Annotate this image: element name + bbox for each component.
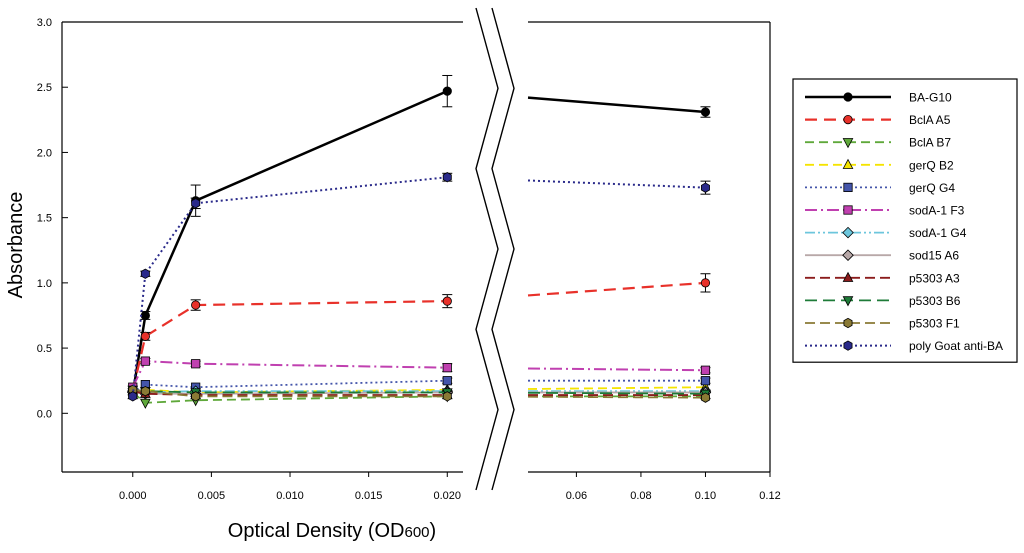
- data-point-bcla-a5: [191, 300, 201, 310]
- data-point-poly-goat-anti-ba: [442, 172, 452, 183]
- legend-label-poly-goat-anti-ba: poly Goat anti-BA: [909, 339, 1003, 353]
- data-point-bcla-a5: [700, 278, 711, 288]
- legend-label-ba-g10: BA-G10: [909, 91, 952, 105]
- data-point-bcla-a5: [140, 331, 150, 341]
- series-line-bcla-b7: [132, 391, 448, 404]
- series-line-soda-1-f3: [131, 360, 448, 388]
- x-axis: 0.000 0.005 0.010 0.015 0.020 0.06 0.08 0.10 0.1…: [119, 472, 781, 502]
- break-gap: [466, 0, 526, 500]
- legend-label-p5303-a3: p5303 A3: [909, 271, 960, 285]
- data-point-poly-goat-anti-ba: [128, 391, 138, 402]
- legend-label-soda-1-f3: sodA-1 F3: [909, 204, 965, 218]
- legend-marker-gerq-g4: [843, 182, 853, 192]
- x-tick-label: 0.08: [630, 490, 651, 502]
- x-tick-label: 0.020: [434, 490, 462, 502]
- break-zigzag-right: [491, 7, 515, 491]
- series-line-poly-goat-anti-ba-right: [527, 179, 706, 189]
- data-point-p5303-f1: [700, 392, 710, 403]
- series-line-p5303-f1: [132, 388, 448, 398]
- legend-marker-gerq-b2: [842, 158, 854, 169]
- x-axis-label: Optical Density (OD600): [228, 520, 436, 542]
- x-tick-label: 0.010: [276, 490, 304, 502]
- series-line-bcla-a5-right: [527, 281, 706, 297]
- y-tick-label: 0.5: [37, 343, 52, 355]
- data-point-bcla-a5: [442, 296, 452, 306]
- data-point-p5303-f1: [442, 391, 452, 402]
- data-point-ba-g10: [442, 86, 452, 96]
- data-point-p5303-f1: [191, 391, 201, 402]
- data-point-bcla-b7: [139, 398, 151, 409]
- legend-label-p5303-f1: p5303 F1: [909, 317, 960, 331]
- y-axis-label: Absorbance: [5, 192, 27, 299]
- data-point-poly-goat-anti-ba: [700, 182, 710, 193]
- series-lines-left-panel: [126, 74, 454, 409]
- series-line-poly-goat-anti-ba: [131, 176, 448, 397]
- y-tick-label: 2.5: [37, 82, 52, 94]
- legend-label-gerq-b2: gerQ B2: [909, 158, 954, 172]
- legend-marker-bcla-b7: [842, 138, 854, 149]
- series-lines-right-panel: [527, 96, 712, 403]
- legend-label-bcla-a5: BclA A5: [909, 113, 951, 127]
- legend-label-p5303-b6: p5303 B6: [909, 294, 961, 308]
- legend-marker-p5303-f1: [843, 317, 853, 329]
- legend-marker-soda-1-g4: [842, 226, 854, 239]
- legend-label-soda-1-g4: sodA-1 G4: [909, 226, 967, 240]
- series-line-p5303-b6-right: [527, 391, 706, 395]
- legend-marker-ba-g10: [843, 92, 853, 102]
- data-point-poly-goat-anti-ba: [140, 268, 150, 279]
- data-point-gerq-g4: [442, 376, 452, 386]
- y-tick-label: 1.5: [37, 213, 52, 225]
- legend: BA-G10 BclA A5 BclA B7 gerQ B2 gerQ G4 sodA-1…: [792, 78, 1018, 363]
- x-axis-label-subscript: 600: [405, 524, 430, 541]
- legend-marker-p5303-a3: [842, 271, 854, 282]
- series-line-soda-1-f3-right: [527, 367, 706, 372]
- legend-marker-bcla-a5: [843, 115, 853, 125]
- series-line-gerq-g4: [132, 379, 448, 394]
- data-point-gerq-g4: [700, 376, 711, 386]
- x-tick-label: 0.005: [198, 490, 226, 502]
- y-axis: 0.0 0.5 1.0 1.5 2.0 2.5 3.0: [37, 17, 68, 420]
- plot-frame: [61, 21, 771, 473]
- y-tick-label: 2.0: [37, 147, 52, 159]
- legend-box: [792, 78, 1018, 363]
- axis-break: [466, 0, 526, 500]
- series-line-ba-g10-right: [527, 96, 706, 114]
- legend-label-bcla-b7: BclA B7: [909, 136, 951, 150]
- y-tick-label: 1.0: [37, 278, 52, 290]
- series-line-gerq-b2-right: [527, 386, 706, 390]
- x-tick-label: 0.000: [119, 490, 147, 502]
- legend-marker-sod15-a6: [842, 249, 854, 261]
- break-zigzag-left: [475, 7, 499, 491]
- series-line-ba-g10: [131, 89, 448, 394]
- data-point-soda-1-f3: [191, 359, 201, 369]
- series-line-bcla-a5: [131, 300, 448, 392]
- data-point-soda-1-f3: [140, 356, 150, 366]
- y-tick-label: 3.0: [37, 17, 52, 29]
- data-point-soda-1-f3: [442, 363, 452, 373]
- legend-marker-soda-1-f3: [843, 205, 853, 215]
- x-tick-label: 0.06: [566, 490, 587, 502]
- legend-label-gerq-g4: gerQ G4: [909, 181, 955, 195]
- data-point-poly-goat-anti-ba: [191, 198, 201, 209]
- data-point-ba-g10: [140, 310, 150, 321]
- x-tick-label: 0.10: [695, 490, 716, 502]
- x-axis-label-main: Optical Density (OD: [228, 520, 405, 542]
- x-axis-label-close: ): [430, 520, 437, 542]
- data-point-p5303-f1: [140, 385, 150, 397]
- legend-label-sod15-a6: sod15 A6: [909, 249, 959, 263]
- data-point-soda-1-f3: [700, 365, 711, 375]
- legend-marker-poly-goat-anti-ba: [843, 340, 853, 351]
- data-point-ba-g10: [700, 107, 711, 117]
- x-tick-label: 0.12: [759, 490, 780, 502]
- x-tick-label: 0.015: [355, 490, 383, 502]
- y-tick-label: 0.0: [37, 408, 52, 420]
- legend-marker-p5303-b6: [842, 296, 854, 307]
